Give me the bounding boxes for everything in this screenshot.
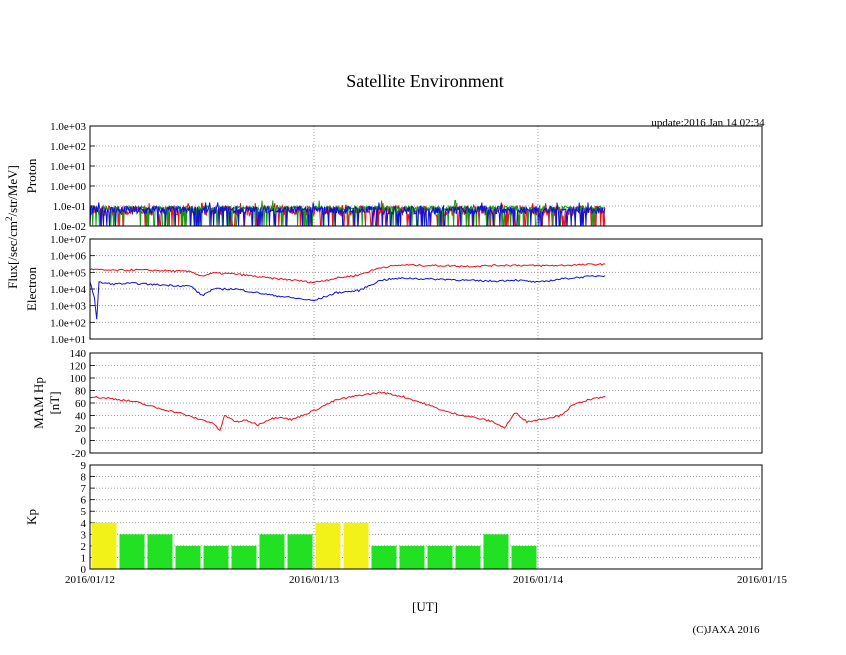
kp-ytick-label: 6 bbox=[81, 495, 87, 507]
electron-ylabel: Electron bbox=[24, 266, 39, 311]
mam_hp-ylabel: MAM Hp bbox=[31, 377, 46, 429]
mam_hp-ytick-label: 80 bbox=[75, 386, 87, 398]
kp-bar bbox=[371, 545, 397, 569]
mam_hp-ytick-label: 60 bbox=[75, 398, 87, 410]
kp-bar bbox=[399, 545, 425, 569]
kp-bar bbox=[147, 534, 173, 569]
mam_hp-ytick-label: 140 bbox=[70, 348, 87, 360]
mam_hp-frame bbox=[89, 352, 763, 454]
electron-ytick-label: 1.0e+03 bbox=[50, 301, 86, 313]
electron-ytick-label: 1.0e+01 bbox=[50, 334, 86, 346]
electron-ytick-label: 1.0e+07 bbox=[50, 234, 86, 246]
kp-bar bbox=[315, 522, 341, 569]
kp-ylabel: Kp bbox=[24, 509, 39, 525]
kp-bar bbox=[231, 545, 257, 569]
mam_hp-ylabel-unit: [nT] bbox=[47, 391, 62, 414]
mam_hp-ytick-label: 20 bbox=[75, 423, 87, 435]
mam_hp-ytick-label: 40 bbox=[75, 411, 87, 423]
kp-bar bbox=[91, 522, 117, 569]
proton-ylabel: Proton bbox=[24, 158, 39, 193]
proton-ytick-label: 1.0e+03 bbox=[50, 121, 86, 133]
proton-series-green bbox=[89, 200, 605, 227]
kp-bar bbox=[511, 545, 537, 569]
kp-ytick-label: 8 bbox=[81, 472, 87, 484]
panels: 1.0e+03 1.0e+02 1.0e+01 1.0e+00 1.0e-01 1.0e-… bbox=[24, 121, 788, 586]
proton-ytick-label: 1.0e-01 bbox=[53, 201, 86, 213]
chart-title: Satellite Environment bbox=[346, 71, 503, 91]
kp-frame bbox=[89, 464, 763, 570]
kp-ytick-label: 7 bbox=[81, 483, 87, 495]
proton-ytick-label: 1.0e+02 bbox=[50, 141, 86, 153]
kp-bar bbox=[203, 545, 229, 569]
electron-ytick-label: 1.0e+05 bbox=[50, 267, 86, 279]
kp-bar bbox=[259, 534, 285, 569]
kp-bar bbox=[175, 545, 201, 569]
mam_hp-ytick-label: 100 bbox=[70, 373, 87, 385]
mam_hp-ytick-label: 0 bbox=[81, 436, 87, 448]
proton-series-blue bbox=[89, 202, 606, 227]
electron-series-blue bbox=[89, 275, 606, 320]
x-axis-label: [UT] bbox=[412, 599, 438, 614]
mam_hp-ytick-label: -20 bbox=[71, 448, 86, 460]
kp-ytick-label: 9 bbox=[81, 460, 87, 472]
flux-axis-label: Flux[/sec/cm2/str/MeV] bbox=[4, 165, 20, 289]
x-tick-label: 2016/01/12 bbox=[65, 574, 115, 586]
x-tick-label: 2016/01/13 bbox=[289, 574, 340, 586]
mam_hp-series-red bbox=[89, 391, 606, 431]
kp-ytick-label: 1 bbox=[81, 552, 87, 564]
update-timestamp: update:2016 Jan 14 02:34 bbox=[651, 117, 765, 129]
kp-ytick-label: 3 bbox=[81, 529, 87, 541]
electron-ytick-label: 1.0e+04 bbox=[50, 284, 86, 296]
proton-ytick-label: 1.0e-02 bbox=[53, 221, 86, 233]
electron-ytick-label: 1.0e+02 bbox=[50, 317, 86, 329]
kp-bar bbox=[343, 522, 369, 569]
proton-frame bbox=[89, 125, 763, 227]
kp-ytick-label: 2 bbox=[81, 541, 87, 553]
kp-ytick-label: 0 bbox=[81, 564, 87, 576]
mam_hp-ytick-label: 120 bbox=[70, 361, 87, 373]
kp-bar bbox=[483, 534, 509, 569]
kp-ytick-label: 5 bbox=[81, 506, 87, 518]
kp-bar bbox=[287, 534, 313, 569]
electron-panel: 1.0e+07 1.0e+06 1.0e+05 1.0e+04 1.0e+03 1.0e+… bbox=[24, 234, 763, 346]
proton-ytick-label: 1.0e+01 bbox=[50, 161, 86, 173]
x-tick-label: 2016/01/14 bbox=[513, 574, 564, 586]
electron-series-red bbox=[89, 262, 606, 284]
proton-panel: 1.0e+03 1.0e+02 1.0e+01 1.0e+00 1.0e-01 1.0e-… bbox=[24, 121, 763, 233]
kp-bar bbox=[119, 534, 145, 569]
kp-bar bbox=[455, 545, 481, 569]
electron-ytick-label: 1.0e+06 bbox=[50, 251, 86, 263]
electron-frame bbox=[89, 238, 763, 340]
copyright: (C)JAXA 2016 bbox=[693, 624, 760, 636]
proton-ytick-label: 1.0e+00 bbox=[50, 181, 86, 193]
kp-ytick-label: 4 bbox=[81, 518, 87, 530]
kp-bar bbox=[427, 545, 453, 569]
x-tick-label: 2016/01/15 bbox=[737, 574, 788, 586]
